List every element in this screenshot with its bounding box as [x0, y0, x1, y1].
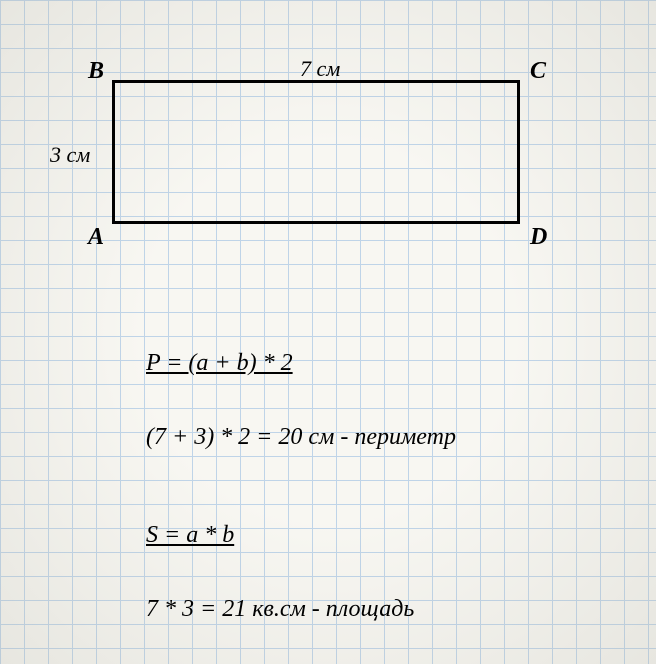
perimeter-formula: P = (a + b) * 2 [146, 350, 293, 377]
vertex-b-label: B [88, 58, 104, 85]
area-calculation: 7 * 3 = 21 кв.см - площадь [146, 596, 414, 623]
vertex-c-label: C [530, 58, 546, 85]
perimeter-calculation: (7 + 3) * 2 = 20 см - периметр [146, 424, 456, 451]
area-formula: S = a * b [146, 522, 234, 549]
rectangle-shape [112, 80, 520, 224]
width-dimension-label: 7 см [300, 56, 340, 82]
height-dimension-label: 3 см [50, 142, 90, 168]
vertex-d-label: D [530, 224, 547, 251]
vertex-a-label: A [88, 224, 104, 251]
